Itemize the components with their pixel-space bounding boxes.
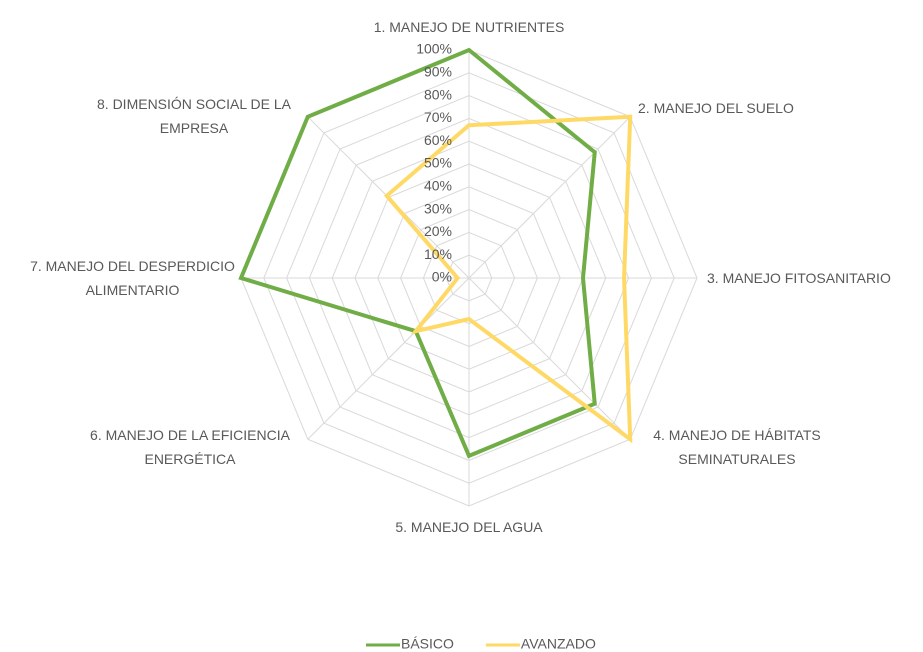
series-line [383,114,633,444]
series-line [238,47,597,459]
category-label: 2. MANEJO DEL SUELO [638,100,794,116]
r-tick-label: 10% [424,246,452,262]
category-label: 4. MANEJO DE HÁBITATS SEMINATURALES [653,427,821,467]
r-tick-label: 20% [424,223,452,239]
legend-label: AVANZADO [521,636,596,652]
spoke [468,116,631,279]
category-label: 8. DIMENSIÓN SOCIAL DE LA EMPRESA [97,96,291,136]
r-tick-label: 60% [424,132,452,148]
category-label: 7. MANEJO DEL DESPERDICIO ALIMENTARIO [30,258,235,298]
category-label: 3. MANEJO FITOSANITARIO [707,270,891,286]
spoke [307,277,470,440]
category-label: 5. MANEJO DEL AGUA [395,519,543,535]
category-label: 1. MANEJO DE NUTRIENTES [373,19,565,35]
r-tick-label: 100% [416,41,452,57]
r-tick-label: 50% [424,155,452,171]
r-tick-label: 30% [424,200,452,216]
r-tick-label: 0% [432,269,452,285]
r-tick-label: 90% [424,64,452,80]
r-tick-label: 70% [424,109,452,125]
legend-label: BÁSICO [401,636,454,652]
r-tick-label: 40% [424,178,452,194]
category-label: 6. MANEJO DE LA EFICIENCIA ENERGÉTICA [90,427,290,467]
r-tick-label: 80% [424,86,452,102]
spoke [468,277,631,440]
